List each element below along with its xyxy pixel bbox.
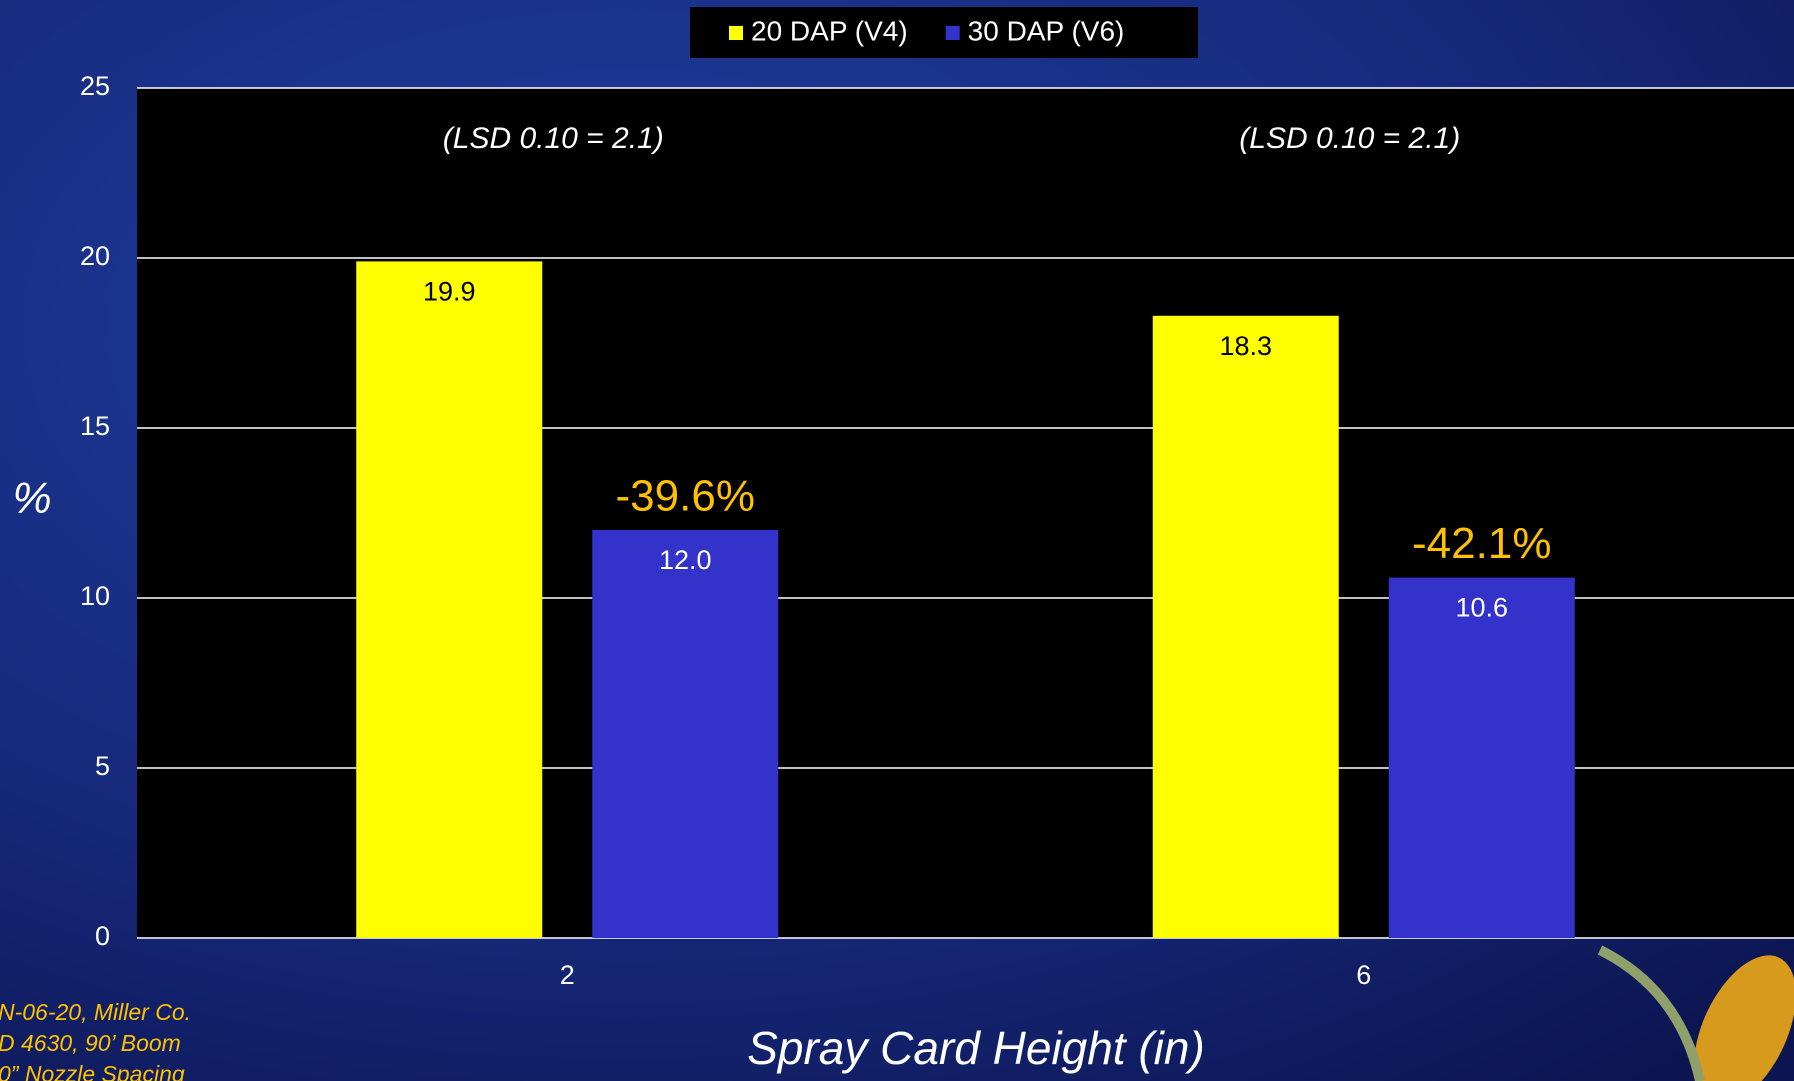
bar xyxy=(356,261,543,938)
footnote: 0” Nozzle Spacing xyxy=(0,1061,185,1081)
y-tick-label: 15 xyxy=(80,411,110,441)
annotation: (LSD 0.10 = 2.1) xyxy=(443,122,664,155)
value-label: 12.0 xyxy=(659,545,712,575)
bar xyxy=(1152,315,1339,938)
x-axis-label: Spray Card Height (in) xyxy=(747,1022,1205,1074)
change-label: -42.1% xyxy=(1412,519,1551,568)
bar xyxy=(1388,577,1575,938)
bar xyxy=(592,530,779,938)
legend-swatch xyxy=(945,26,960,40)
y-tick-label: 0 xyxy=(95,921,110,951)
footnote: N-06-20, Miller Co. xyxy=(0,999,191,1025)
y-tick-label: 5 xyxy=(95,751,110,781)
corn-decoration xyxy=(1597,945,1794,1081)
annotation: (LSD 0.10 = 2.1) xyxy=(1239,122,1460,155)
legend-label: 20 DAP (V4) xyxy=(751,15,908,46)
change-label: -39.6% xyxy=(616,472,755,521)
x-tick-label: 6 xyxy=(1356,960,1371,990)
footnote: D 4630, 90’ Boom xyxy=(0,1030,181,1056)
value-label: 19.9 xyxy=(423,277,476,307)
legend-box xyxy=(690,7,1198,58)
y-axis-label: % xyxy=(12,474,51,523)
value-label: 10.6 xyxy=(1455,593,1508,623)
value-label: 18.3 xyxy=(1219,331,1272,361)
y-tick-label: 10 xyxy=(80,581,110,611)
y-tick-label: 20 xyxy=(80,241,110,271)
x-tick-label: 2 xyxy=(560,960,575,990)
legend-label: 30 DAP (V6) xyxy=(968,15,1125,46)
y-tick-label: 25 xyxy=(80,71,110,101)
legend-swatch xyxy=(729,26,743,40)
